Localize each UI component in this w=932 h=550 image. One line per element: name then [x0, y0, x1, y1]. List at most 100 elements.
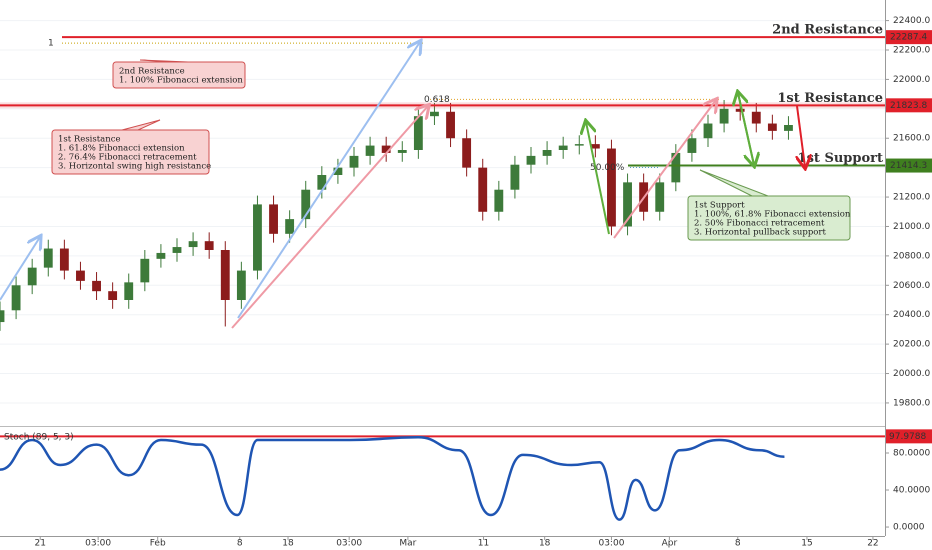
arrow — [586, 122, 610, 235]
candle-body — [188, 241, 198, 248]
arrow — [797, 105, 805, 167]
note-text: 2. 50% Fibonacci retracement — [694, 219, 825, 229]
y-tick-label: 22200.0 — [893, 46, 930, 56]
candle-body — [558, 145, 568, 150]
arrow — [613, 100, 716, 239]
x-tick-label: 18 — [539, 539, 551, 549]
candle-body — [767, 123, 777, 131]
x-tick-label: Feb — [150, 539, 166, 549]
candle-body — [349, 155, 359, 168]
candle-body — [59, 248, 69, 271]
fib-label: 1 — [48, 39, 54, 49]
stoch-line — [0, 436, 785, 521]
candle-body — [365, 145, 375, 156]
candle-body — [462, 138, 472, 168]
candle-body — [784, 125, 793, 131]
note-pointer — [699, 169, 769, 197]
note-text: 2. 76.4% Fibonacci retracement — [58, 153, 197, 163]
candle-body — [542, 150, 552, 156]
candle-body — [671, 152, 681, 183]
arrow — [737, 92, 754, 165]
y-tick-label: 21200.0 — [893, 193, 930, 203]
candle-body — [0, 310, 5, 323]
note-pointer — [121, 119, 161, 131]
y-tick-label: 22400.0 — [893, 16, 930, 26]
x-tick-label: 03:00 — [85, 539, 111, 549]
y-tick-label: 21000.0 — [893, 222, 930, 232]
x-tick-label: 03:00 — [336, 539, 362, 549]
y-tick-label: 80.0000 — [893, 448, 930, 458]
y-tick-label: 40.0000 — [893, 486, 930, 496]
note-box — [51, 129, 210, 175]
note-text: 2nd Resistance — [119, 67, 185, 77]
candle-body — [253, 204, 262, 271]
x-tick-label: 18 — [282, 539, 294, 549]
candle-body — [381, 145, 391, 153]
y-tick-label: 20200.0 — [893, 340, 930, 350]
note-text: 1st Resistance — [58, 135, 121, 145]
x-tick-label: 22 — [867, 539, 878, 549]
y-tick-label: 20800.0 — [893, 251, 930, 261]
x-tick-label: 03:00 — [598, 539, 624, 549]
note-box — [687, 195, 851, 241]
y-tick-label: 0.0000 — [893, 523, 925, 533]
price-tag-label: 21414.3 — [890, 161, 927, 171]
note-text: 1. 100%, 61.8% Fibonacci extension — [694, 210, 851, 220]
candle-body — [76, 270, 85, 281]
fib-label: 0.618 — [424, 95, 450, 105]
x-tick-label: 8 — [735, 539, 741, 549]
fib-label: 50.00% — [590, 163, 625, 173]
candle-body — [285, 219, 295, 234]
candle-body — [446, 111, 455, 139]
price-tag — [886, 158, 932, 173]
level-name: 1st Support — [798, 151, 883, 166]
candle-body — [494, 189, 504, 212]
candle-body — [719, 108, 729, 124]
candle-body — [43, 248, 53, 268]
candle-body — [301, 189, 311, 220]
candle-body — [27, 267, 37, 286]
y-tick-label: 20000.0 — [893, 369, 930, 379]
candle-body — [156, 252, 166, 259]
candle-body — [236, 270, 246, 300]
candle-body — [92, 280, 101, 292]
price-tag-label: 97.9788 — [889, 432, 926, 442]
arrow — [0, 237, 40, 301]
price-tag — [886, 98, 932, 113]
candle-body — [687, 138, 697, 153]
price-tag — [886, 429, 932, 444]
candle-body — [108, 291, 118, 300]
y-tick-label: 20400.0 — [893, 310, 930, 320]
candle-body — [574, 144, 584, 146]
note-text: 3. Horizontal pullback support — [694, 228, 826, 238]
candle-body — [478, 167, 488, 212]
candle-body — [703, 123, 713, 139]
level-name: 2nd Resistance — [772, 23, 883, 38]
arrow — [231, 106, 428, 329]
candle-body — [333, 167, 343, 175]
candle-body — [397, 150, 407, 153]
note-text: 1st Support — [694, 201, 745, 211]
note-box — [112, 61, 246, 89]
y-tick-label: 22000.0 — [893, 75, 930, 85]
candle-body — [220, 250, 230, 300]
candle-body — [655, 182, 665, 212]
candle-body — [172, 247, 182, 253]
candle-body — [269, 204, 278, 234]
candle-body — [510, 164, 520, 190]
y-tick-label: 19800.0 — [893, 398, 930, 408]
x-tick-label: 11 — [478, 539, 489, 549]
price-tag-label: 22287.4 — [890, 33, 927, 43]
price-tag — [886, 30, 932, 45]
candle-body — [751, 111, 761, 124]
candle-body — [124, 282, 134, 300]
x-tick-label: 21 — [35, 539, 46, 549]
x-tick-label: 15 — [801, 539, 812, 549]
candle-body — [526, 155, 536, 165]
level-name: 1st Resistance — [777, 91, 883, 106]
candle-body — [623, 182, 632, 227]
candle-body — [607, 148, 616, 227]
